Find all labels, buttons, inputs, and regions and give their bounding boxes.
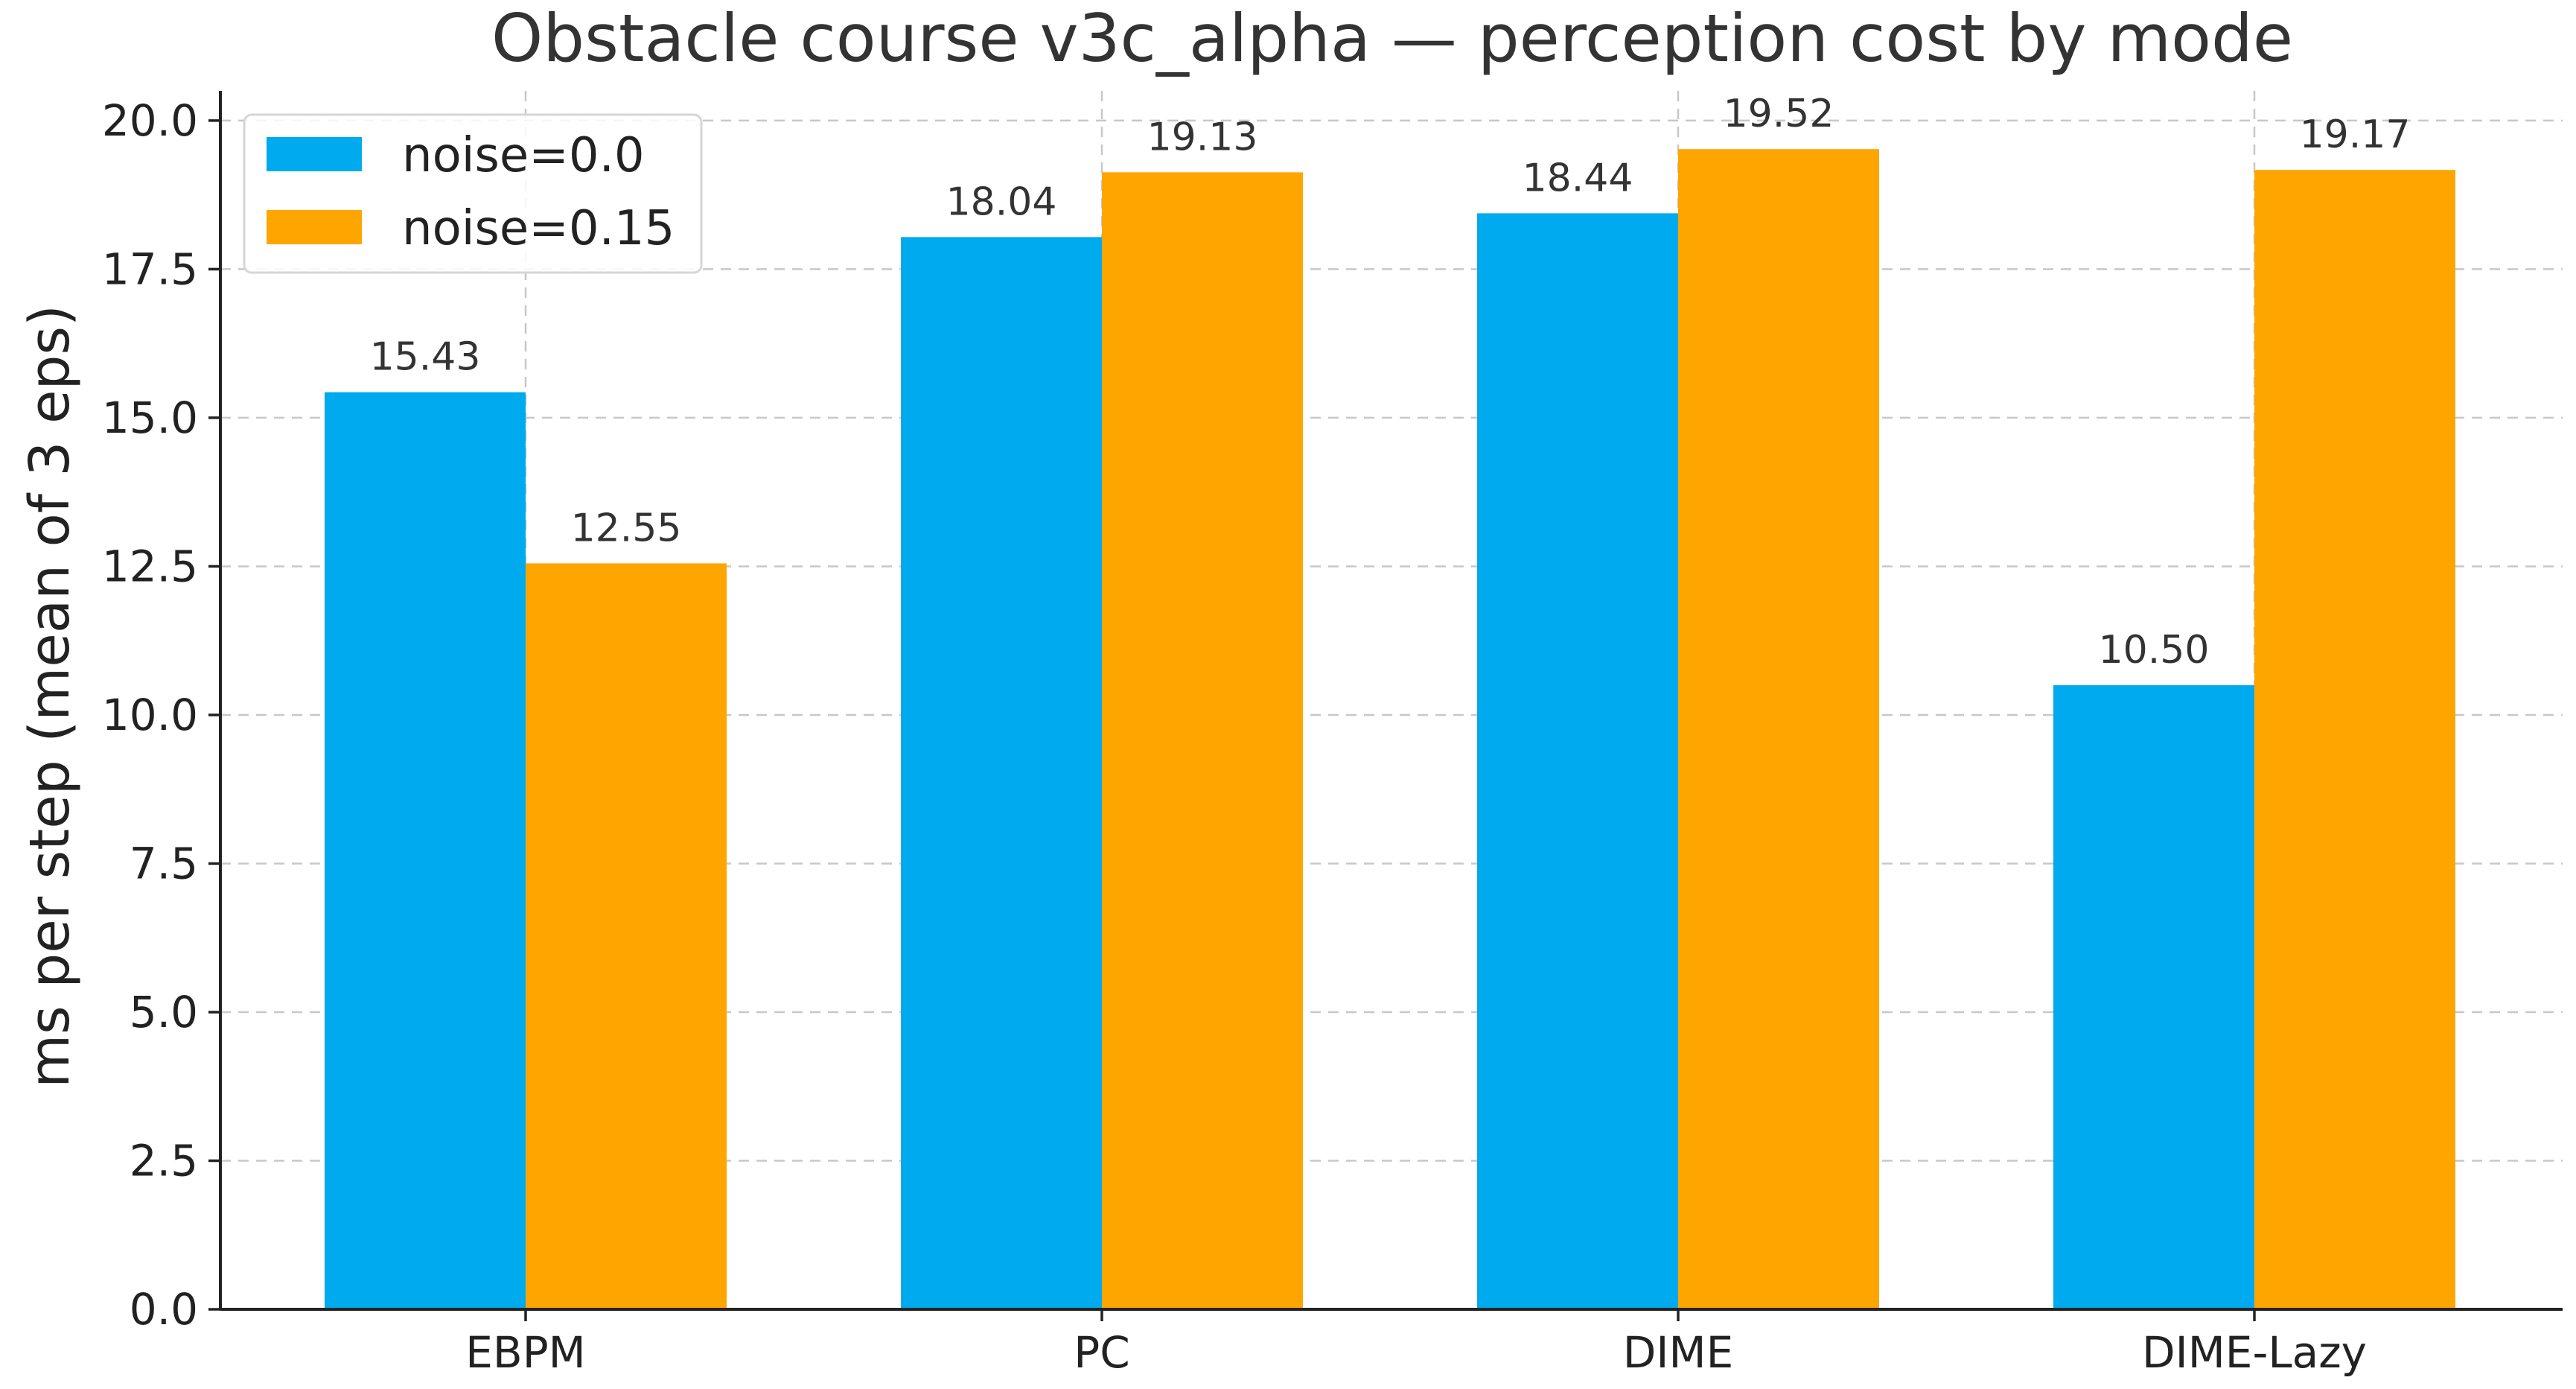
y-axis-label: ms per step (mean of 3 eps) <box>18 305 82 1088</box>
y-tick-label: 10.0 <box>102 690 198 740</box>
legend: noise=0.0 noise=0.15 <box>243 113 703 274</box>
x-tick-label: DIME-Lazy <box>2142 1327 2367 1378</box>
bar-pc-series-1 <box>1102 172 1303 1310</box>
data-label: 10.50 <box>2099 628 2210 673</box>
bar-ebpm-series-1 <box>526 563 727 1309</box>
x-tick-label: PC <box>1074 1327 1129 1378</box>
data-label: 15.43 <box>370 335 481 380</box>
legend-swatch-noise-015 <box>267 210 362 244</box>
y-tick-label: 5.0 <box>130 987 198 1037</box>
bar-dime-lazy-series-0 <box>2053 685 2254 1309</box>
y-tick-label: 7.5 <box>130 838 198 889</box>
y-tick-label: 15.0 <box>102 392 198 443</box>
data-label: 19.17 <box>2300 112 2411 157</box>
data-label: 12.55 <box>571 506 682 550</box>
data-label: 19.13 <box>1147 115 1258 159</box>
bar-ebpm-series-0 <box>325 392 526 1309</box>
bar-dime-series-1 <box>1678 149 1879 1310</box>
x-tick-label: EBPM <box>465 1327 585 1378</box>
x-tick-label: DIME <box>1623 1327 1733 1378</box>
bar-dime-series-0 <box>1477 213 1678 1309</box>
legend-label-noise-015: noise=0.15 <box>402 201 675 256</box>
y-tick-label: 2.5 <box>130 1135 198 1186</box>
legend-swatch-noise-0 <box>267 137 362 171</box>
data-label: 19.52 <box>1724 92 1834 136</box>
axes-layer: 0.0 2.5 5.0 7.5 10.0 12.5 15.0 17.5 20.0 EBPM PC DI… <box>102 91 2563 1378</box>
bar-pc-series-0 <box>901 237 1102 1309</box>
y-tick-label: 17.5 <box>102 244 198 294</box>
chart-title: Obstacle course v3c_alpha — perception c… <box>491 0 2293 77</box>
data-labels-layer: 15.43 18.04 18.44 10.50 12.55 19.13 19.52 19.17 <box>370 92 2411 673</box>
y-tick-label: 12.5 <box>102 541 198 591</box>
y-tick-label: 0.0 <box>130 1284 198 1335</box>
bars-layer <box>325 149 2455 1310</box>
data-label: 18.04 <box>946 179 1057 224</box>
bar-dime-lazy-series-1 <box>2254 170 2455 1309</box>
data-label: 18.44 <box>1523 156 1633 200</box>
legend-label-noise-0: noise=0.0 <box>402 128 645 183</box>
y-tick-label: 20.0 <box>102 95 198 146</box>
